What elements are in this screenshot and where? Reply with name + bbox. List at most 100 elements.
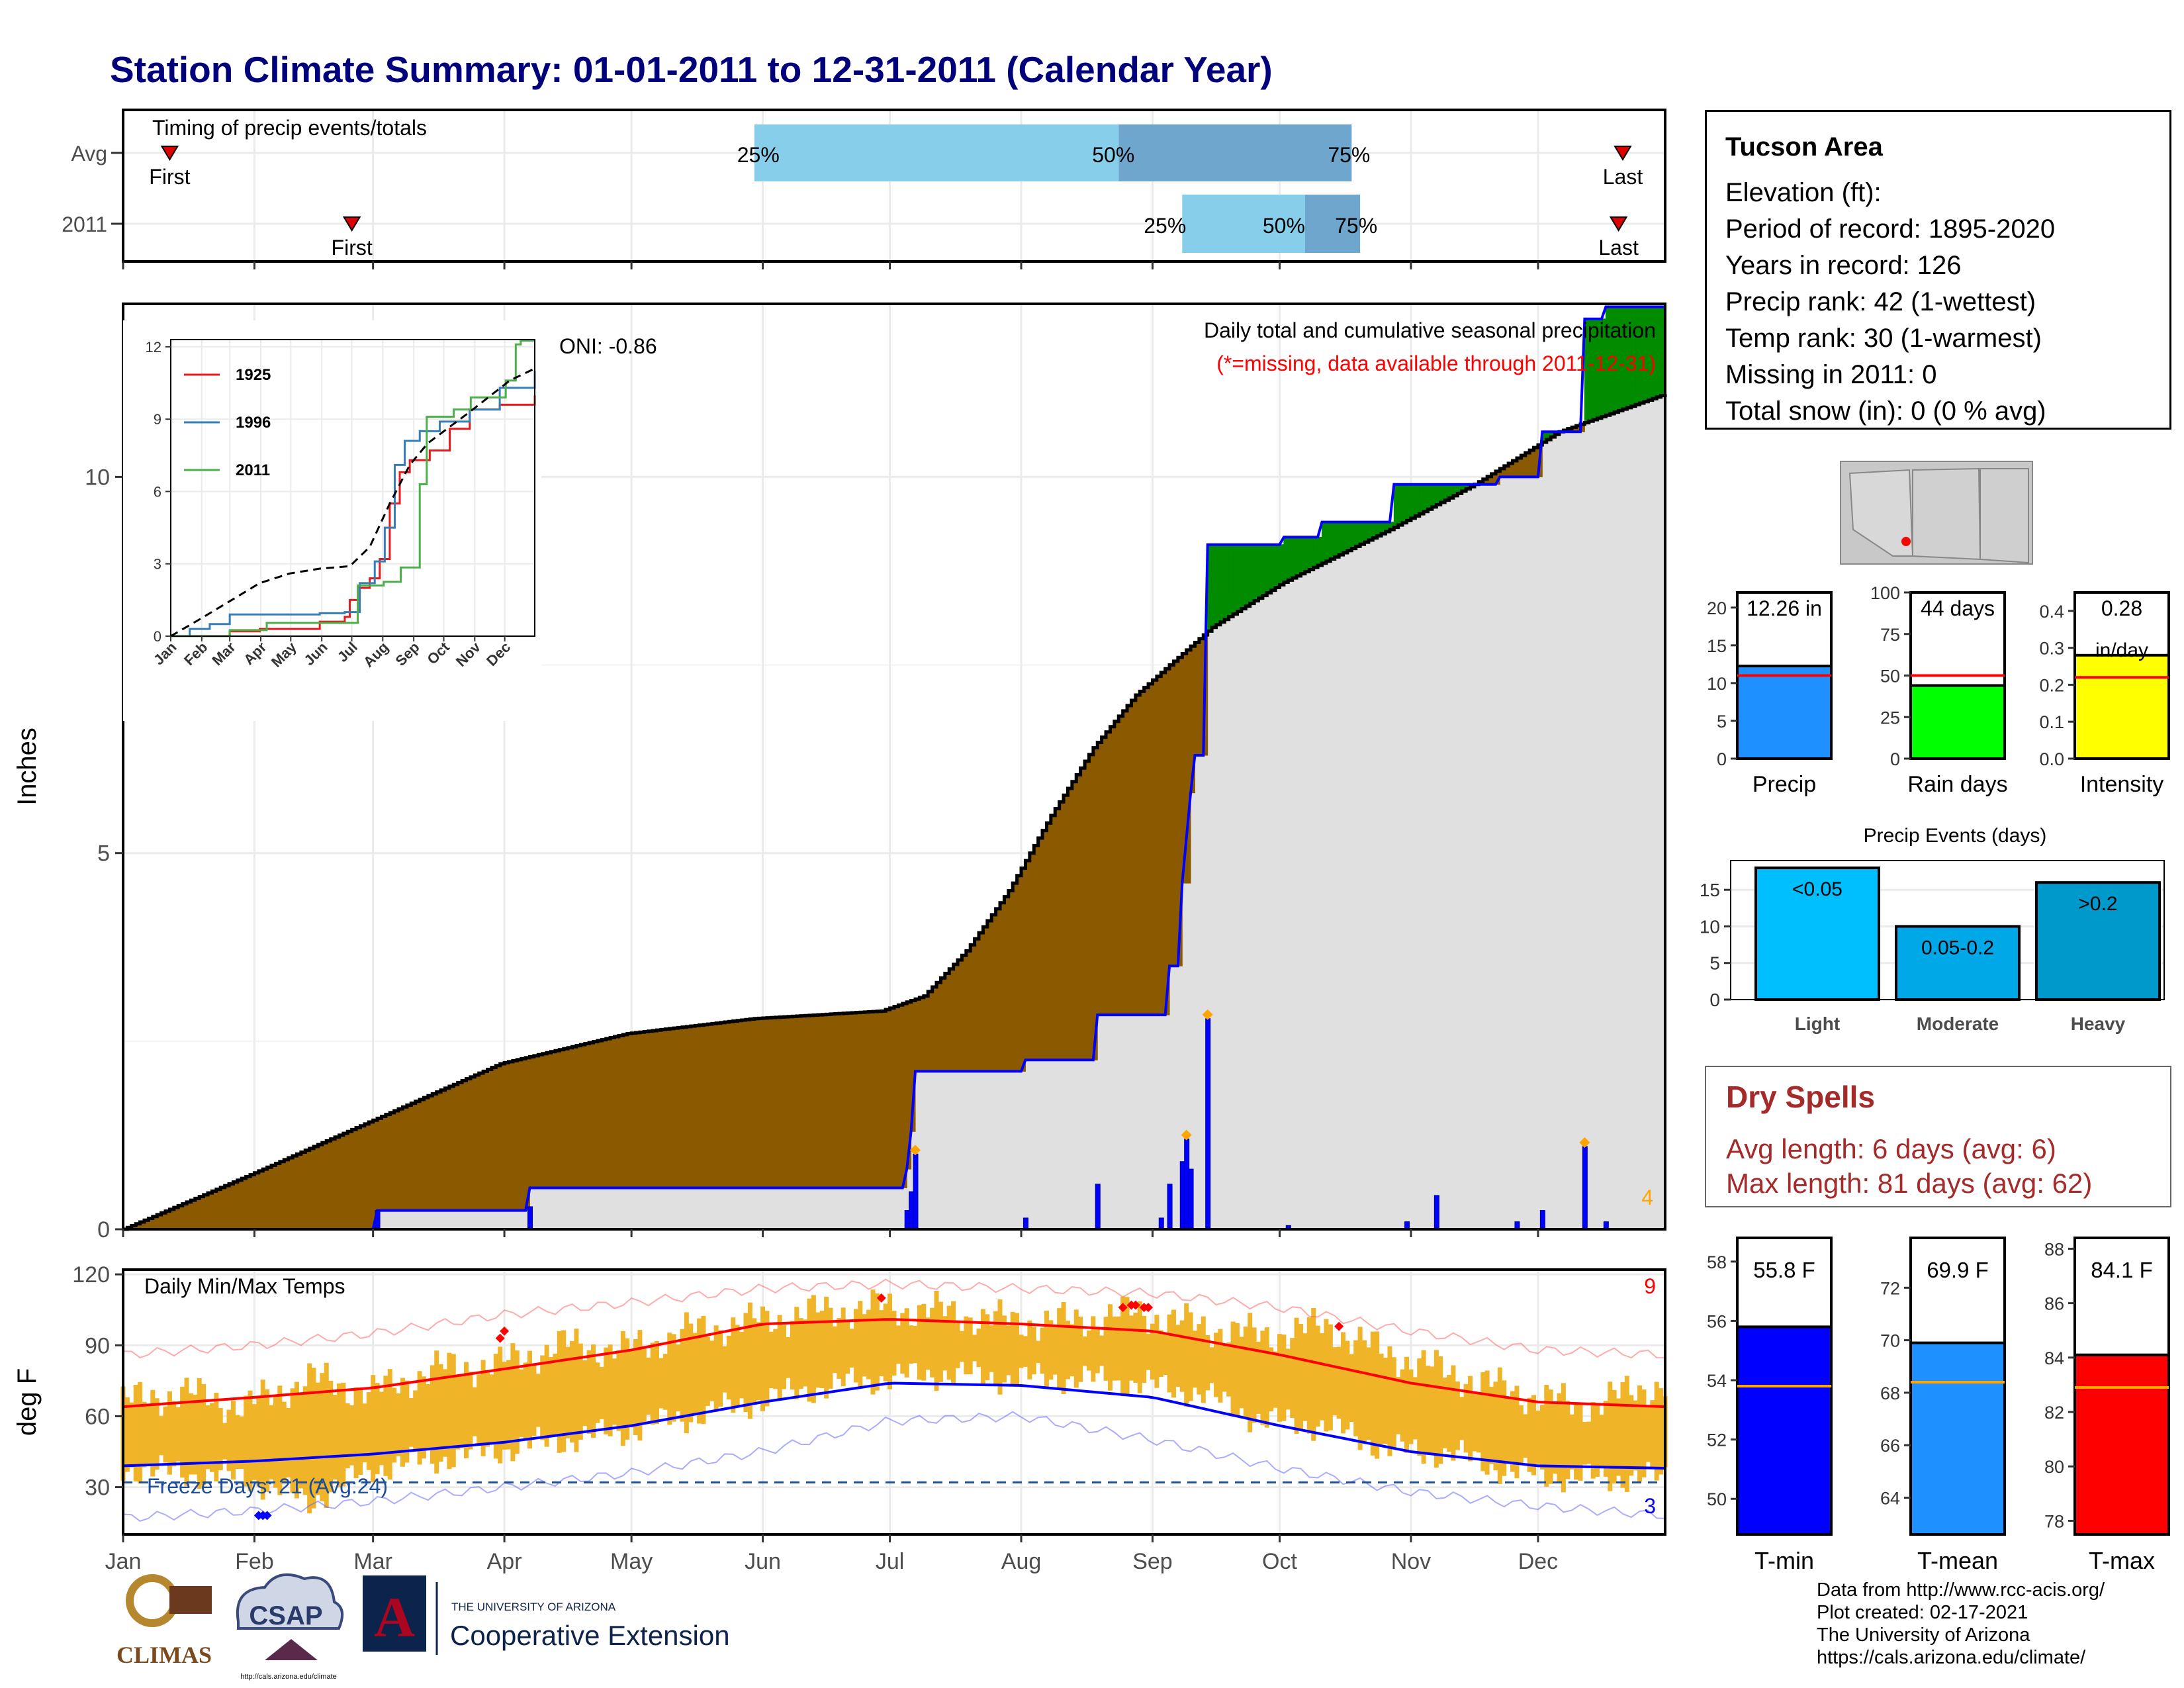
record-daily-marker: [1579, 1137, 1590, 1148]
q75-label: 75%: [1335, 214, 1377, 238]
quartile-bar-lower: [754, 124, 1119, 181]
record-low-count: 3: [1644, 1494, 1656, 1518]
temp-bar-ytick-label: 56: [1707, 1311, 1727, 1331]
temp-bar-ytick-label: 82: [2044, 1403, 2064, 1423]
temp-bar-ytick-label: 88: [2044, 1239, 2064, 1259]
inset-line-1925: [171, 395, 536, 637]
events-ytick-label: 15: [1700, 880, 1720, 900]
month-axis-label: Aug: [1001, 1549, 1042, 1574]
daily-precip-bar: [1205, 1018, 1211, 1230]
inset-ytick-label: 0: [154, 628, 161, 645]
month-axis-label: Apr: [487, 1549, 522, 1574]
credits: Data from http://www.rcc-acis.org/ Plot …: [1817, 1579, 2105, 1669]
inset-ytick-label: 6: [154, 483, 161, 500]
location-map: [1840, 461, 2033, 565]
quartile-bar-upper: [1118, 124, 1352, 181]
inset-legend-label: 1925: [236, 366, 271, 384]
oni-value: ONI: -0.86: [559, 334, 657, 358]
month-axis-label: Jan: [105, 1549, 142, 1574]
credit-plot-date: Plot created: 02-17-2021: [1817, 1602, 2028, 1623]
csap-cloud-icon: [236, 1573, 344, 1630]
event-bar-label: <0.05: [1792, 878, 1843, 900]
temp-bar-ytick-label: 78: [2044, 1511, 2064, 1531]
record-daily-marker: [1202, 1009, 1213, 1020]
station-location-dot: [1901, 537, 1911, 546]
temp-bar-category: T-min: [1754, 1547, 1814, 1574]
map-state-texas: [1979, 468, 2029, 564]
station-snow: Total snow (in): 0 (0 % avg): [1725, 397, 2046, 426]
mini-bar-value-label: 0.28: [2101, 596, 2142, 620]
temp-bar-category: T-max: [2089, 1547, 2155, 1574]
temp-bar-ytick-label: 64: [1880, 1488, 1900, 1508]
climas-block-icon: [169, 1586, 212, 1614]
precip-ytick-label: 0: [97, 1217, 110, 1243]
mini-bar-ytick-label: 0: [1717, 749, 1727, 769]
record-high-marker: [1118, 1303, 1128, 1313]
dry-spells-title: Dry Spells: [1726, 1080, 1875, 1114]
daily-precip-bar: [375, 1210, 381, 1230]
temp-ytick-label: 30: [85, 1476, 110, 1501]
daily-precip-bar: [1167, 1184, 1173, 1230]
record-high-count: 9: [1644, 1274, 1656, 1298]
precip-panel-title: Daily total and cumulative seasonal prec…: [1204, 318, 1656, 342]
station-missing: Missing in 2011: 0: [1725, 360, 1937, 389]
normal-max-line: [122, 1318, 1666, 1409]
inset-ytick-label: 12: [146, 339, 161, 355]
temp-bar-ytick-label: 86: [2044, 1294, 2064, 1314]
mini-bar-ytick-label: 25: [1880, 708, 1900, 727]
mini-bar-value-unit: in/day: [2095, 639, 2148, 661]
precip-frame: [122, 303, 1666, 1231]
station-years: Years in record: 126: [1725, 251, 1962, 280]
first-event-marker: [160, 146, 179, 161]
daily-precip-bar: [1539, 1210, 1545, 1230]
mini-bar-ytick-label: 0.4: [2039, 602, 2064, 622]
mini-bar-category: Rain days: [1907, 772, 2007, 797]
mini-bar-ytick-label: 50: [1880, 667, 1900, 686]
csap-logo-text: CSAP: [249, 1601, 322, 1630]
temp-bar-ytick-label: 72: [1880, 1278, 1900, 1298]
temp-bar-ytick-label: 68: [1880, 1383, 1900, 1403]
temp-bar-value-label: 69.9 F: [1927, 1258, 1989, 1282]
month-axis-label: Nov: [1391, 1549, 1431, 1574]
logos: CLIMAS CSAP http://cals.arizona.edu/climat…: [116, 1573, 730, 1681]
quartile-bar-lower: [1182, 195, 1305, 253]
inset-ytick-label: 9: [154, 411, 161, 428]
credit-data-source: Data from http://www.rcc-acis.org/: [1817, 1579, 2105, 1601]
freeze-days-text: Freeze Days: 21 (Avg:24): [147, 1474, 388, 1498]
mini-bar-value: [1909, 684, 2006, 761]
record-daily-marker: [1181, 1129, 1192, 1141]
event-category-label: Light: [1795, 1013, 1840, 1034]
daily-precip-bar: [1188, 1168, 1194, 1230]
mini-bar-ytick-label: 10: [1707, 674, 1727, 694]
temp-ytick-label: 60: [85, 1404, 110, 1429]
climas-logo-text: CLIMAS: [116, 1642, 212, 1668]
record-high-marker: [1334, 1321, 1344, 1331]
station-name: Tucson Area: [1725, 132, 1883, 162]
timing-frame: [122, 109, 1666, 263]
mini-bar-value: [1736, 665, 1833, 761]
q25-label: 25%: [737, 143, 780, 167]
inset-ytick-label: 3: [154, 556, 161, 573]
temp-bar-value-label: 55.8 F: [1753, 1258, 1815, 1282]
month-axis-label: Mar: [353, 1549, 392, 1574]
temp-frame: [122, 1268, 1666, 1536]
mini-bar-value-label: 44 days: [1921, 596, 1995, 620]
daily-precip-bar: [913, 1153, 919, 1230]
temp-bar-value: [1736, 1325, 1833, 1536]
mini-bar-ytick-label: 0.3: [2039, 639, 2064, 659]
month-axis-label: Oct: [1262, 1549, 1297, 1574]
event-category-label: Moderate: [1917, 1013, 1999, 1034]
station-period: Period of record: 1895-2020: [1725, 214, 2056, 244]
ua-logo-letter: A: [374, 1585, 415, 1649]
mini-bar-value-label: 12.26 in: [1747, 596, 1822, 620]
station-temp-rank: Temp rank: 30 (1-warmest): [1725, 324, 2042, 353]
precip-events-chart: Precip Events (days) <0.05 Light 0.05-0.2 Mo…: [1700, 825, 2165, 1034]
daily-precip-bar: [527, 1206, 533, 1230]
temp-panel-title: Daily Min/Max Temps: [144, 1274, 345, 1298]
credit-university: The University of Arizona: [1817, 1624, 2030, 1646]
precip-panel: 4 Daily total and cumulative seasonal pre…: [13, 303, 1667, 1243]
record-daily-marker: [910, 1145, 921, 1156]
month-axis-label: Jun: [745, 1549, 781, 1574]
precip-ylabel: Inches: [13, 727, 42, 806]
